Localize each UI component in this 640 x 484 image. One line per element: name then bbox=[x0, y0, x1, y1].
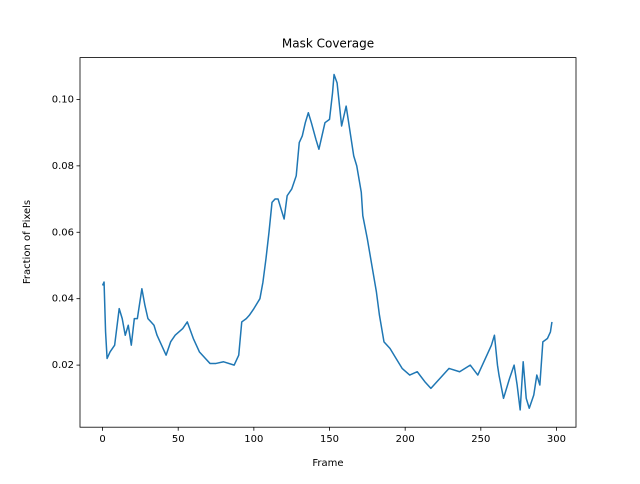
x-tick-label: 250 bbox=[471, 434, 490, 445]
x-axis-label: Frame bbox=[312, 458, 343, 469]
x-tick-label: 100 bbox=[244, 434, 263, 445]
y-tick-label: 0.06 bbox=[52, 227, 74, 238]
x-tick-label: 150 bbox=[320, 434, 339, 445]
data-line bbox=[101, 73, 553, 411]
x-tick-label: 300 bbox=[547, 434, 566, 445]
axes-frame bbox=[79, 57, 577, 428]
y-tick-label: 0.04 bbox=[52, 294, 74, 305]
y-tick-label: 0.10 bbox=[52, 94, 74, 105]
y-axis-label: Fraction of Pixels bbox=[22, 200, 33, 284]
x-tick-label: 0 bbox=[99, 434, 105, 445]
y-tick-label: 0.02 bbox=[52, 360, 74, 371]
y-tick-label: 0.08 bbox=[52, 161, 74, 172]
x-tick-label: 200 bbox=[396, 434, 415, 445]
x-tick-label: 50 bbox=[172, 434, 185, 445]
chart-title: Mask Coverage bbox=[282, 37, 374, 51]
